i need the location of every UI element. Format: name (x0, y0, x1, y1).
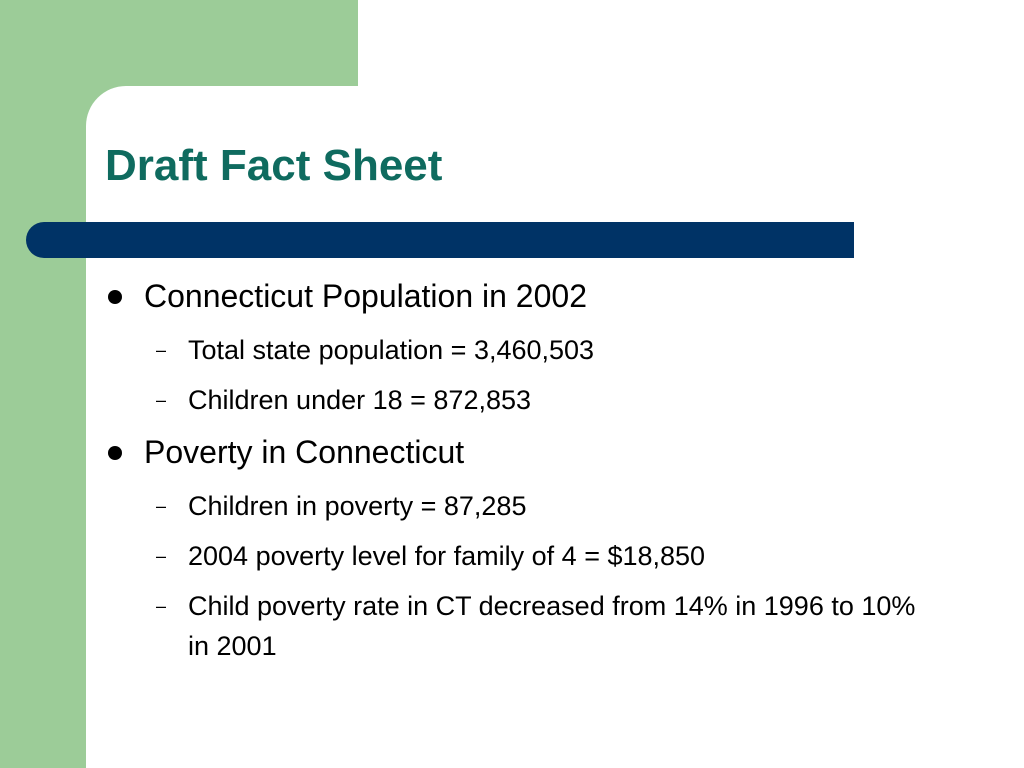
dash-icon: – (156, 390, 167, 410)
bullet-list: Connecticut Population in 2002 – Total s… (104, 272, 944, 674)
sub-bullet-list: – Children in poverty = 87,285 – 2004 po… (104, 486, 944, 666)
title-divider-bar (26, 222, 854, 258)
bullet-text: Poverty in Connecticut (144, 434, 465, 470)
sub-bullet-text: Total state population = 3,460,503 (188, 335, 595, 365)
bullet-item: Connecticut Population in 2002 (104, 272, 944, 320)
slide-title: Draft Fact Sheet (105, 141, 443, 190)
sub-bullet-text: Children in poverty = 87,285 (188, 491, 527, 521)
sub-bullet-item: – Total state population = 3,460,503 (104, 330, 928, 370)
bullet-text: Connecticut Population in 2002 (144, 278, 587, 314)
dash-icon: – (156, 340, 167, 360)
bullet-dot-icon (108, 446, 122, 460)
sub-bullet-text: 2004 poverty level for family of 4 = $18… (188, 541, 706, 571)
sub-bullet-text: Children under 18 = 872,853 (188, 385, 532, 415)
sub-bullet-item: – Child poverty rate in CT decreased fro… (104, 586, 928, 666)
content-card (86, 86, 1024, 768)
bullet-item: Poverty in Connecticut (104, 428, 944, 476)
sub-bullet-item: – Children under 18 = 872,853 (104, 380, 928, 420)
dash-icon: – (156, 496, 167, 516)
sub-bullet-text: Child poverty rate in CT decreased from … (188, 591, 916, 661)
sub-bullet-list: – Total state population = 3,460,503 – C… (104, 330, 944, 420)
bullet-dot-icon (108, 290, 122, 304)
dash-icon: – (156, 546, 167, 566)
sub-bullet-item: – Children in poverty = 87,285 (104, 486, 928, 526)
sub-bullet-item: – 2004 poverty level for family of 4 = $… (104, 536, 928, 576)
dash-icon: – (156, 596, 167, 616)
